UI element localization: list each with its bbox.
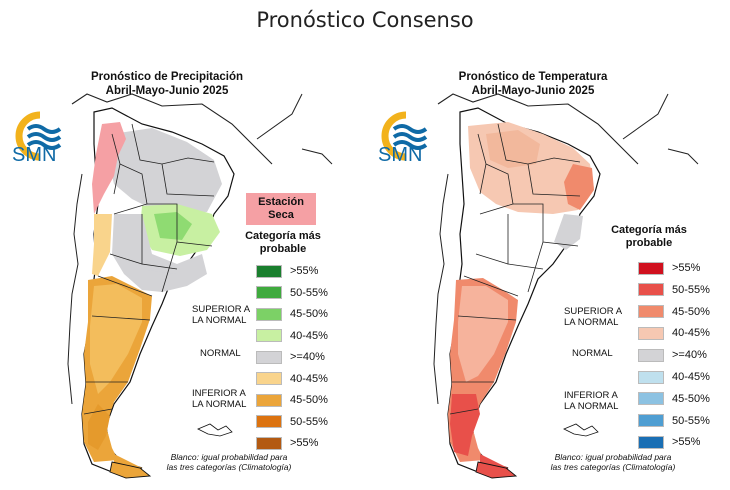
precip-legend-item: 40-45% xyxy=(256,372,328,386)
precip-above-line2: LA NORMAL xyxy=(192,315,247,326)
precip-legend-swatch xyxy=(256,436,282,450)
temp-legend-item: >55% xyxy=(638,261,700,275)
precipitation-footnote: Blanco: igual probabilidad para las tres… xyxy=(144,452,314,472)
temp-legend-label: >=40% xyxy=(672,349,707,362)
temp-legend-label: 40-45% xyxy=(672,371,710,383)
precip-legend-swatch xyxy=(256,372,282,385)
temp-normal-label: NORMAL xyxy=(572,348,613,359)
temp-legend-label: 40-45% xyxy=(672,327,710,340)
precip-legend-item: 40-45% xyxy=(256,329,328,343)
precipitation-category-title: Categoría más probable xyxy=(238,230,328,256)
precip-legend-swatch xyxy=(256,307,282,321)
precip-legend-swatch xyxy=(256,329,282,342)
precip-legend-label: 50-55% xyxy=(290,286,328,299)
temp-legend-swatch xyxy=(638,392,664,406)
temp-legend-swatch xyxy=(638,348,664,362)
precip-legend-swatch xyxy=(256,286,282,299)
precip-legend-swatch xyxy=(256,350,282,364)
temp-legend-label: 50-55% xyxy=(672,283,710,296)
precip-below-label: INFERIOR A LA NORMAL xyxy=(192,388,246,410)
temp-cat-line1: Categoría más xyxy=(611,224,687,236)
temp-above-line1: SUPERIOR A xyxy=(564,306,623,317)
temp-legend-label: >55% xyxy=(672,436,701,449)
temp-above-line2: LA NORMAL xyxy=(564,317,619,328)
temp-below-line1: INFERIOR A xyxy=(564,390,618,401)
temp-legend-item: 40-45% xyxy=(638,326,710,340)
temp-cat-line2: probable xyxy=(625,237,673,249)
precipitation-title-line1: Pronóstico de Precipitación xyxy=(90,71,244,83)
smn-logo-text: SMN xyxy=(12,144,57,166)
temp-below-line2: LA NORMAL xyxy=(564,401,619,412)
precip-legend-label: >=40% xyxy=(290,351,325,363)
temp-footnote-line1: Blanco: igual probabilidad para xyxy=(554,452,672,462)
precip-footnote-line1: Blanco: igual probabilidad para xyxy=(170,452,288,462)
temp-legend-label: 45-50% xyxy=(672,392,710,405)
precipitation-map xyxy=(67,93,333,479)
temp-legend-swatch xyxy=(638,435,664,449)
temperature-map xyxy=(433,93,699,479)
precip-cat-line2: probable xyxy=(259,243,307,255)
precip-legend-label: >55% xyxy=(290,437,319,449)
dry-season-line1: Estación xyxy=(258,196,304,208)
temperature-category-title: Categoría más probable xyxy=(604,224,694,250)
precip-below-line1: INFERIOR A xyxy=(192,388,246,399)
temperature-title-line2: Abril-Mayo-Junio 2025 xyxy=(471,85,595,97)
precip-above-line1: SUPERIOR A xyxy=(192,304,251,315)
temp-legend-swatch xyxy=(638,261,664,275)
temp-above-label: SUPERIOR A LA NORMAL xyxy=(564,306,622,328)
smn-logo-text: SMN xyxy=(378,144,423,166)
temp-legend-item: 50-55% xyxy=(638,414,710,428)
precip-above-label: SUPERIOR A LA NORMAL xyxy=(192,304,250,326)
precip-below-line2: LA NORMAL xyxy=(192,399,247,410)
precip-legend-swatch xyxy=(256,415,282,428)
temp-legend-item: >=40% xyxy=(638,348,707,362)
temperature-panel: Pronóstico de Temperatura Abril-Mayo-Jun… xyxy=(368,64,728,484)
precip-legend-item: >=40% xyxy=(256,350,325,364)
temp-legend-item: 45-50% xyxy=(638,392,710,406)
temperature-title-line1: Pronóstico de Temperatura xyxy=(458,71,608,83)
precip-legend-item: >55% xyxy=(256,436,318,450)
precip-cat-line1: Categoría más xyxy=(245,230,321,242)
precip-legend-item: 45-50% xyxy=(256,307,328,321)
temp-legend-label: 45-50% xyxy=(672,305,710,318)
precip-legend-swatch xyxy=(256,264,282,278)
precip-legend-item: 50-55% xyxy=(256,286,328,300)
precip-legend-label: 50-55% xyxy=(290,415,328,428)
precip-legend-label: 40-45% xyxy=(290,372,328,385)
precip-legend-label: 45-50% xyxy=(290,308,328,320)
temp-legend-swatch xyxy=(638,326,664,340)
temp-legend-label: >55% xyxy=(672,262,701,274)
temp-legend-swatch xyxy=(638,305,664,319)
temperature-footnote: Blanco: igual probabilidad para las tres… xyxy=(528,452,698,472)
temp-legend-item: 40-45% xyxy=(638,370,710,384)
temp-legend-swatch xyxy=(638,283,664,297)
precip-legend-item: >55% xyxy=(256,264,318,278)
precip-legend-label: 40-45% xyxy=(290,329,328,342)
precip-legend-swatch xyxy=(256,393,282,407)
precip-normal-label: NORMAL xyxy=(200,348,241,359)
dry-season-line2: Seca xyxy=(268,209,294,221)
temp-legend-item: 50-55% xyxy=(638,283,710,297)
dry-season-label: Estación Seca xyxy=(246,193,316,225)
precipitation-panel: Pronóstico de Precipitación Abril-Mayo-J… xyxy=(2,64,362,484)
precip-legend-label: >55% xyxy=(290,265,319,277)
temperature-title: Pronóstico de Temperatura Abril-Mayo-Jun… xyxy=(408,70,658,98)
smn-logo-icon xyxy=(381,111,428,161)
precip-footnote-line2: las tres categorías (Climatología) xyxy=(166,462,292,472)
page-title: Pronóstico Consenso xyxy=(256,8,474,32)
temp-legend-swatch xyxy=(638,370,664,384)
temp-legend-item: 45-50% xyxy=(638,305,710,319)
precip-legend-item: 50-55% xyxy=(256,415,328,429)
temp-below-label: INFERIOR A LA NORMAL xyxy=(564,390,618,412)
temp-legend-item: >55% xyxy=(638,435,700,449)
smn-logo-icon xyxy=(15,111,62,161)
temp-footnote-line2: las tres categorías (Climatología) xyxy=(550,462,676,472)
temp-legend-swatch xyxy=(638,414,664,428)
precipitation-title: Pronóstico de Precipitación Abril-Mayo-J… xyxy=(42,70,292,98)
precipitation-title-line2: Abril-Mayo-Junio 2025 xyxy=(105,85,229,97)
temp-legend-label: 50-55% xyxy=(672,414,710,427)
precip-legend-label: 45-50% xyxy=(290,394,328,406)
precip-legend-item: 45-50% xyxy=(256,393,328,407)
